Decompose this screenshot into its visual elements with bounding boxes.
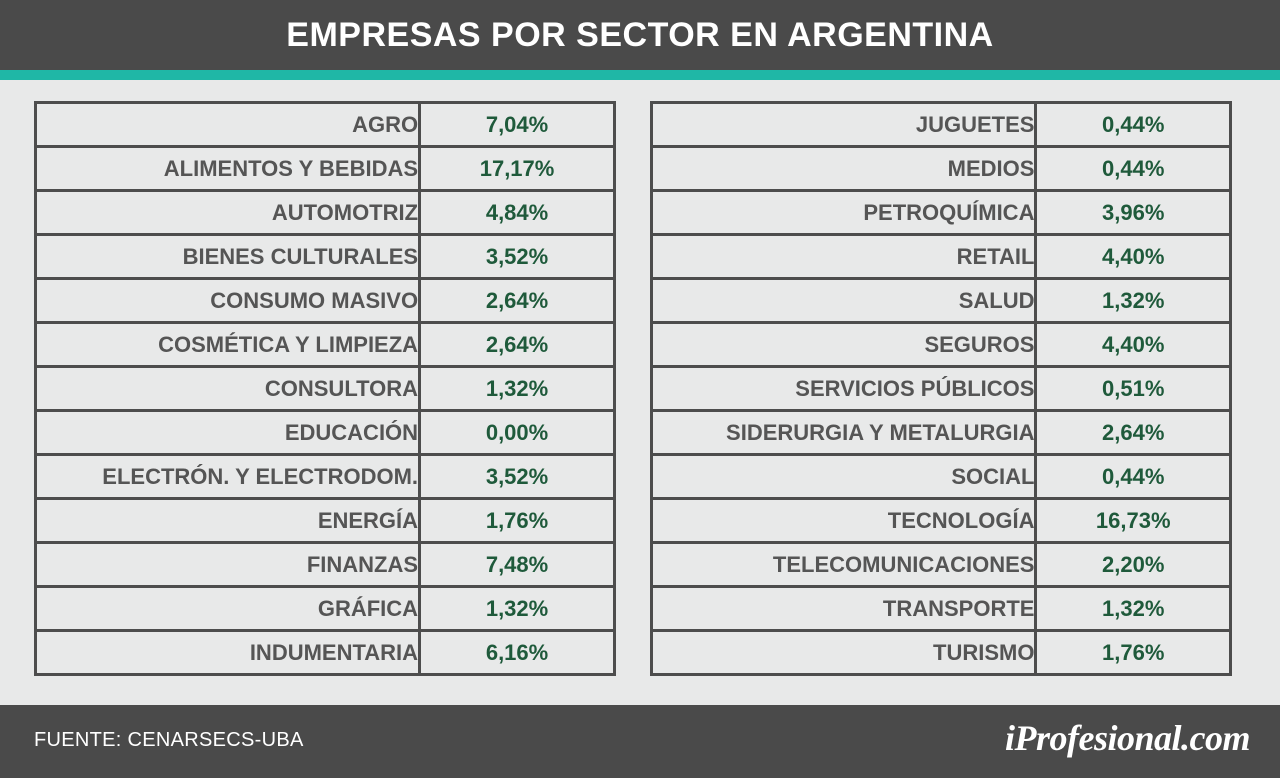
sector-value: 7,04% [418, 101, 616, 148]
table-row: RETAIL 4,40% [649, 233, 1232, 280]
header-bar: EMPRESAS POR SECTOR EN ARGENTINA [0, 0, 1280, 70]
sector-label: ENERGÍA [33, 497, 422, 544]
sector-table-left: AGRO 7,04% ALIMENTOS Y BEBIDAS 17,17% AUTOMO… [33, 101, 616, 676]
sector-value: 3,52% [418, 453, 616, 500]
chart-title: EMPRESAS POR SECTOR EN ARGENTINA [286, 15, 994, 54]
sector-value: 6,16% [418, 629, 616, 676]
sector-label: MEDIOS [649, 145, 1038, 192]
table-row: TELECOMUNICACIONES 2,20% [649, 541, 1232, 588]
table-row: JUGUETES 0,44% [649, 101, 1232, 148]
table-row: ELECTRÓN. Y ELECTRODOM. 3,52% [33, 453, 616, 500]
sector-value: 1,32% [418, 585, 616, 632]
sector-label: CONSUMO MASIVO [33, 277, 422, 324]
sector-label: ELECTRÓN. Y ELECTRODOM. [33, 453, 422, 500]
sector-label: SOCIAL [649, 453, 1038, 500]
sector-label: GRÁFICA [33, 585, 422, 632]
table-row: SOCIAL 0,44% [649, 453, 1232, 500]
sector-value: 2,64% [418, 321, 616, 368]
table-row: BIENES CULTURALES 3,52% [33, 233, 616, 280]
sector-label: RETAIL [649, 233, 1038, 280]
table-row: CONSUMO MASIVO 2,64% [33, 277, 616, 324]
sector-value: 1,32% [418, 365, 616, 412]
sector-value: 1,76% [418, 497, 616, 544]
source-text: FUENTE: CENARSECS-UBA [34, 729, 304, 751]
table-row: CONSULTORA 1,32% [33, 365, 616, 412]
sector-value: 4,40% [1034, 321, 1232, 368]
sector-label: COSMÉTICA Y LIMPIEZA [33, 321, 422, 368]
sector-value: 0,44% [1034, 145, 1232, 192]
table-row: TRANSPORTE 1,32% [649, 585, 1232, 632]
table-row: SIDERURGIA Y METALURGIA 2,64% [649, 409, 1232, 456]
table-row: INDUMENTARIA 6,16% [33, 629, 616, 676]
sector-value: 3,96% [1034, 189, 1232, 236]
sector-label: SERVICIOS PÚBLICOS [649, 365, 1038, 412]
sector-label: SIDERURGIA Y METALURGIA [649, 409, 1038, 456]
accent-stripe [0, 70, 1280, 80]
table-row: SEGUROS 4,40% [649, 321, 1232, 368]
table-row: ALIMENTOS Y BEBIDAS 17,17% [33, 145, 616, 192]
sector-value: 0,00% [418, 409, 616, 456]
table-row: SERVICIOS PÚBLICOS 0,51% [649, 365, 1232, 412]
sector-label: ALIMENTOS Y BEBIDAS [33, 145, 422, 192]
sector-value: 2,64% [418, 277, 616, 324]
table-row: FINANZAS 7,48% [33, 541, 616, 588]
sector-label: AUTOMOTRIZ [33, 189, 422, 236]
sector-value: 1,32% [1034, 277, 1232, 324]
sector-label: EDUCACIÓN [33, 409, 422, 456]
table-row: ENERGÍA 1,76% [33, 497, 616, 544]
sector-value: 2,64% [1034, 409, 1232, 456]
table-row: SALUD 1,32% [649, 277, 1232, 324]
table-row: PETROQUÍMICA 3,96% [649, 189, 1232, 236]
table-row: TECNOLOGÍA 16,73% [649, 497, 1232, 544]
sector-label: TELECOMUNICACIONES [649, 541, 1038, 588]
sector-table-right: JUGUETES 0,44% MEDIOS 0,44% PETROQUÍMICA 3,96… [649, 101, 1232, 676]
sector-label: BIENES CULTURALES [33, 233, 422, 280]
sector-label: TURISMO [649, 629, 1038, 676]
sector-value: 0,44% [1034, 453, 1232, 500]
sector-label: JUGUETES [649, 101, 1038, 148]
sector-label: SALUD [649, 277, 1038, 324]
sector-label: CONSULTORA [33, 365, 422, 412]
sector-label: PETROQUÍMICA [649, 189, 1038, 236]
sector-label: FINANZAS [33, 541, 422, 588]
sector-label: SEGUROS [649, 321, 1038, 368]
sector-label: TECNOLOGÍA [649, 497, 1038, 544]
sector-value: 0,51% [1034, 365, 1232, 412]
table-row: GRÁFICA 1,32% [33, 585, 616, 632]
sector-value: 16,73% [1034, 497, 1232, 544]
sector-value: 1,32% [1034, 585, 1232, 632]
sector-label: TRANSPORTE [649, 585, 1038, 632]
sector-label: INDUMENTARIA [33, 629, 422, 676]
sector-value: 1,76% [1034, 629, 1232, 676]
table-row: AGRO 7,04% [33, 101, 616, 148]
sector-value: 17,17% [418, 145, 616, 192]
sector-value: 4,40% [1034, 233, 1232, 280]
table-row: COSMÉTICA Y LIMPIEZA 2,64% [33, 321, 616, 368]
table-row: MEDIOS 0,44% [649, 145, 1232, 192]
sector-value: 7,48% [418, 541, 616, 588]
iprofesional-logo[interactable]: iProfesional.com [1005, 718, 1250, 758]
table-row: TURISMO 1,76% [649, 629, 1232, 676]
sector-value: 4,84% [418, 189, 616, 236]
sector-value: 0,44% [1034, 101, 1232, 148]
sector-value: 2,20% [1034, 541, 1232, 588]
footer-bar: FUENTE: CENARSECS-UBA iProfesional.com [0, 705, 1280, 778]
table-row: AUTOMOTRIZ 4,84% [33, 189, 616, 236]
sector-value: 3,52% [418, 233, 616, 280]
sector-label: AGRO [33, 101, 422, 148]
table-row: EDUCACIÓN 0,00% [33, 409, 616, 456]
